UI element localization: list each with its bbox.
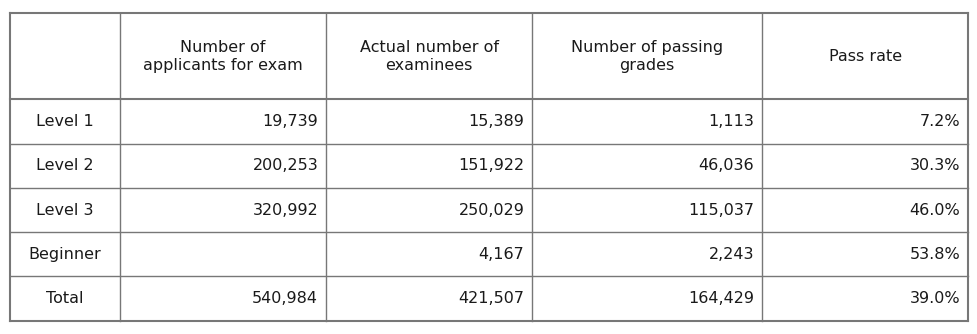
- Text: Level 1: Level 1: [36, 114, 94, 129]
- Text: Pass rate: Pass rate: [828, 49, 901, 64]
- Text: 421,507: 421,507: [458, 291, 524, 306]
- Text: 46,036: 46,036: [698, 158, 753, 173]
- Text: 4,167: 4,167: [478, 247, 524, 262]
- Text: Number of passing
grades: Number of passing grades: [571, 40, 722, 72]
- Text: 164,429: 164,429: [688, 291, 753, 306]
- Text: 7.2%: 7.2%: [918, 114, 959, 129]
- Text: Level 2: Level 2: [36, 158, 94, 173]
- Text: 39.0%: 39.0%: [909, 291, 959, 306]
- Text: Actual number of
examinees: Actual number of examinees: [360, 40, 498, 72]
- Text: 320,992: 320,992: [252, 202, 318, 217]
- Text: Number of
applicants for exam: Number of applicants for exam: [143, 40, 303, 72]
- Text: Beginner: Beginner: [28, 247, 102, 262]
- Text: Total: Total: [46, 291, 84, 306]
- Text: 250,029: 250,029: [458, 202, 524, 217]
- Text: 30.3%: 30.3%: [909, 158, 959, 173]
- Text: 2,243: 2,243: [708, 247, 753, 262]
- Text: 46.0%: 46.0%: [909, 202, 959, 217]
- Text: 151,922: 151,922: [457, 158, 524, 173]
- Text: 540,984: 540,984: [252, 291, 318, 306]
- Text: Level 3: Level 3: [36, 202, 94, 217]
- Text: 19,739: 19,739: [262, 114, 318, 129]
- Text: 1,113: 1,113: [707, 114, 753, 129]
- Text: 15,389: 15,389: [468, 114, 524, 129]
- Text: 53.8%: 53.8%: [909, 247, 959, 262]
- Text: 115,037: 115,037: [688, 202, 753, 217]
- Text: 200,253: 200,253: [252, 158, 318, 173]
